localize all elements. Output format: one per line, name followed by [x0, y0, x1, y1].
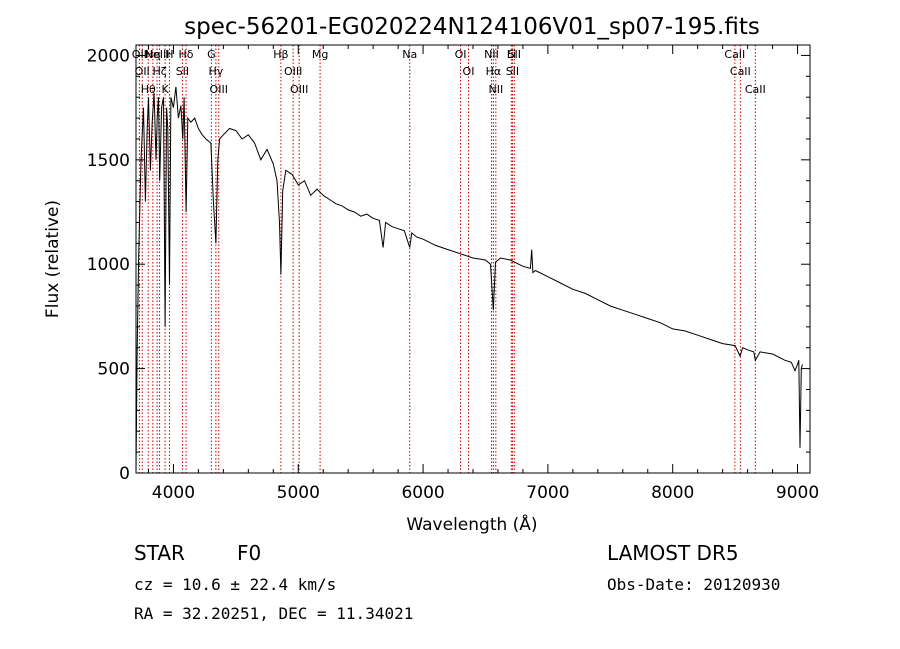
- y-axis-label: Flux (relative): [43, 200, 63, 318]
- coordinates: RA = 32.20251, DEC = 11.34021: [134, 604, 413, 623]
- line-marker-label: OII: [135, 65, 150, 78]
- x-axis-ticks: 4000 5000 6000 7000 8000 9000: [147, 45, 819, 503]
- survey-name: LAMOST DR5: [607, 541, 739, 565]
- line-marker-label: Hα: [486, 65, 502, 78]
- line-marker-label: Hβ: [273, 48, 288, 61]
- line-marker-label: CaII: [724, 48, 745, 61]
- line-marker-label: H: [165, 48, 173, 61]
- line-marker-label: OI: [455, 48, 467, 61]
- line-marker-label: OI: [463, 65, 475, 78]
- line-marker-label: NII: [488, 83, 503, 96]
- x-tick-label: 4000: [152, 483, 195, 503]
- spectral-line-markers: [138, 45, 756, 473]
- y-axis-ticks: 0 500 1000 1500 2000: [87, 46, 810, 484]
- spectrum-line: [135, 86, 803, 474]
- y-tick-label: 500: [98, 360, 130, 380]
- y-tick-label: 2000: [87, 46, 130, 66]
- line-marker-label: OIII: [210, 83, 228, 96]
- x-tick-label: 6000: [401, 483, 444, 503]
- x-tick-label: 7000: [526, 483, 569, 503]
- line-marker-label: Hθ: [141, 83, 156, 96]
- line-marker-label: G: [207, 48, 216, 61]
- line-marker-label: OIII: [284, 65, 302, 78]
- line-marker-label: CaII: [745, 83, 766, 96]
- y-tick-label: 1000: [87, 255, 130, 275]
- line-marker-label: Hζ: [152, 65, 166, 78]
- line-marker-label: SII: [508, 48, 521, 61]
- line-marker-label: Hη: [145, 48, 160, 61]
- line-marker-label: Na: [402, 48, 417, 61]
- line-marker-label: K: [161, 83, 169, 96]
- x-tick-label: 9000: [776, 483, 819, 503]
- x-tick-label: 8000: [651, 483, 694, 503]
- line-marker-label: OIII: [290, 83, 308, 96]
- line-marker-label: CaII: [730, 65, 751, 78]
- observation-date: Obs-Date: 20120930: [607, 575, 780, 594]
- x-tick-label: 5000: [277, 483, 320, 503]
- object-subclass: F0: [237, 541, 261, 565]
- redshift-cz: cz = 10.6 ± 22.4 km/s: [134, 575, 336, 594]
- line-marker-label: SII: [506, 65, 519, 78]
- line-marker-label: Hδ: [179, 48, 194, 61]
- line-marker-label: NeIII: [145, 48, 170, 61]
- y-tick-label: 1500: [87, 151, 130, 171]
- plot-frame: [135, 44, 811, 474]
- x-axis-label: Wavelength (Å): [406, 513, 537, 535]
- object-class: STAR: [134, 541, 185, 565]
- y-tick-label: 0: [119, 464, 130, 484]
- line-marker-label: SII: [176, 65, 189, 78]
- line-marker-label: Hγ: [208, 65, 223, 78]
- line-marker-label: Mg: [312, 48, 328, 61]
- chart-title: spec-56201-EG020224N124106V01_sp07-195.f…: [184, 14, 760, 40]
- line-marker-label: Li: [507, 48, 516, 61]
- line-marker-label: NII: [484, 48, 499, 61]
